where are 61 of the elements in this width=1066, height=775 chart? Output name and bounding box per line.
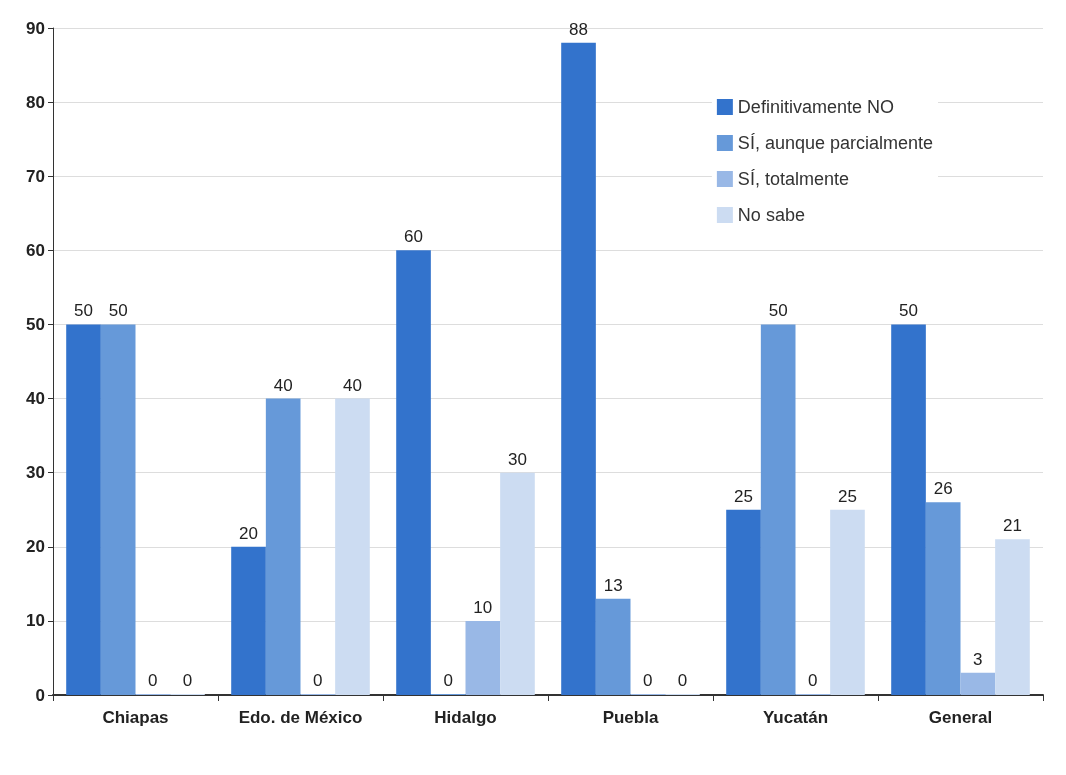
y-tick-label: 80 [26,92,45,112]
bar [595,598,631,695]
bar [500,472,535,695]
data-label: 3 [973,649,983,669]
data-label: 0 [643,671,653,690]
legend-label: Definitivamente NO [737,97,894,117]
legend-label: SÍ, aunque parcialmente [737,133,934,153]
bar [830,509,865,695]
x-tick-label: Puebla [602,708,659,727]
data-label: 50 [899,301,918,321]
data-label: 60 [404,227,423,247]
data-label: 10 [473,597,493,617]
data-label: 0 [808,671,818,690]
x-tick-label: Hidalgo [434,708,497,727]
bar [960,672,996,695]
y-tick-label: 20 [26,537,45,557]
y-tick-label: 50 [26,314,45,334]
y-tick-label: 60 [26,240,45,260]
x-tick-label: General [928,708,993,727]
y-tick-label: 40 [26,389,45,409]
legend-label: SÍ, totalmente [737,169,849,189]
bar [231,546,266,695]
bar [100,324,136,695]
data-label: 40 [273,375,293,395]
y-tick-label: 0 [35,685,45,705]
y-tick-label: 70 [26,166,45,186]
bar [995,539,1030,695]
bar [891,324,926,695]
data-label: 13 [603,575,623,595]
legend-label: No sabe [737,205,805,225]
y-tick-label: 30 [26,463,45,483]
bar [726,509,761,695]
bar [335,398,370,695]
x-tick-label: Chiapas [102,708,169,727]
data-label: 30 [508,449,527,469]
data-label: 0 [148,671,158,690]
data-label: 88 [569,19,588,39]
data-label: 0 [677,671,688,690]
data-label: 25 [838,486,857,506]
data-label: 25 [734,486,753,506]
data-label: 0 [313,671,323,690]
bar [760,324,796,695]
data-label: 50 [74,301,93,321]
y-tick-label: 10 [26,611,45,631]
data-label: 26 [933,479,953,499]
data-label: 50 [768,301,788,321]
bar [925,502,961,695]
x-tick-label: Edo. de México [238,708,363,727]
bar [465,620,501,695]
bar [66,324,101,695]
bar [265,398,301,695]
data-label: 40 [343,375,362,395]
data-label: 20 [239,523,258,543]
bar [396,250,431,695]
data-label: 21 [1003,516,1022,536]
data-label: 0 [182,671,193,690]
x-tick-label: Yucatán [762,708,829,727]
y-tick-label: 90 [26,18,45,38]
data-label: 50 [108,301,128,321]
data-label: 0 [443,671,453,690]
bar [561,42,596,695]
